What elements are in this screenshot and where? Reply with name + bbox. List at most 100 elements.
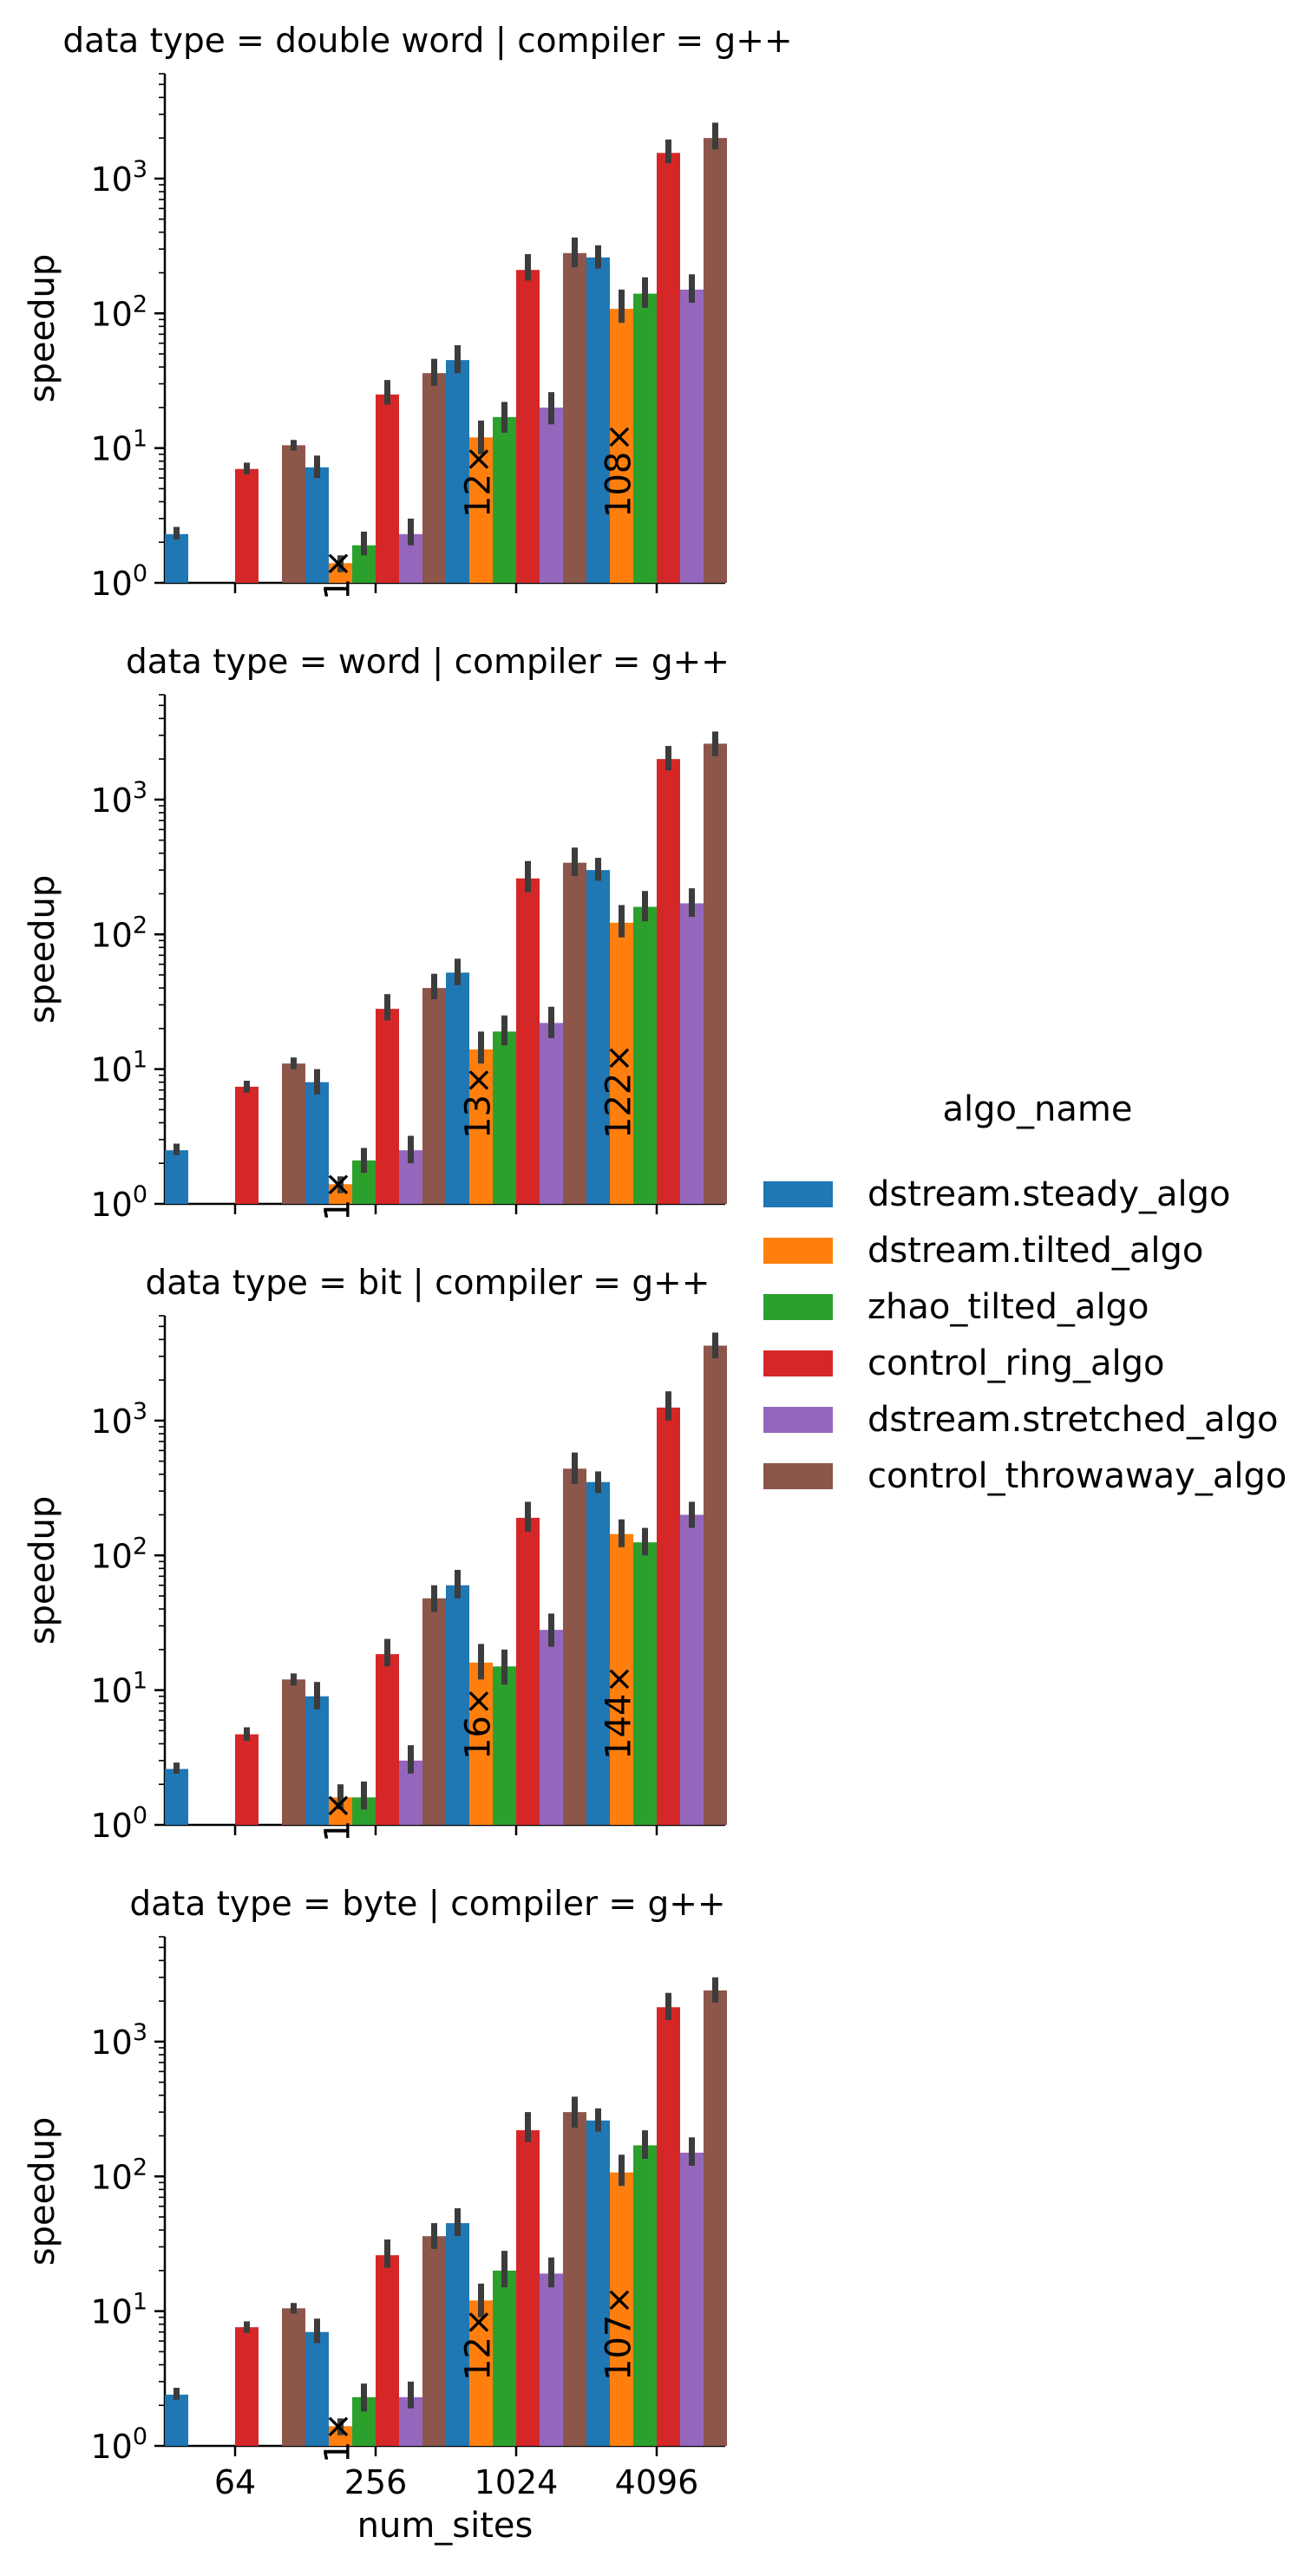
legend-title: algo_name	[943, 1089, 1133, 1129]
bar	[376, 2255, 399, 2446]
y-tick-label: 102	[90, 912, 147, 954]
bar	[469, 1049, 493, 1204]
bar	[422, 988, 446, 1204]
bar	[657, 1407, 680, 1825]
bar	[305, 1082, 329, 1204]
speedup-annotation: 107×	[599, 2285, 639, 2381]
bar	[657, 759, 680, 1204]
bar	[469, 437, 493, 583]
bar	[282, 445, 305, 583]
x-tick-label: 64	[214, 2463, 256, 2501]
bar	[422, 373, 446, 583]
y-tick-label: 101	[90, 1668, 147, 1710]
x-tick-label: 256	[344, 2463, 408, 2501]
bar	[422, 1598, 446, 1825]
bar	[586, 1481, 610, 1825]
bar	[563, 862, 586, 1204]
bar	[704, 1990, 727, 2446]
bar	[235, 1086, 259, 1204]
bar	[704, 1345, 727, 1825]
panel-title: data type = bit | compiler = g++	[146, 1264, 710, 1303]
y-tick-label: 100	[90, 560, 147, 603]
bar	[446, 360, 469, 583]
legend-swatch	[763, 1350, 833, 1376]
bar	[633, 906, 657, 1204]
bar	[704, 138, 727, 583]
y-tick-label: 100	[90, 1802, 147, 1845]
bar	[493, 2270, 516, 2446]
bar	[305, 2331, 329, 2446]
bar	[376, 1009, 399, 1204]
legend-label: dstream.stretched_algo	[868, 1400, 1279, 1440]
legend-swatch	[763, 1463, 833, 1489]
bar	[282, 1679, 305, 1825]
speedup-annotation: 122×	[599, 1043, 639, 1139]
bar	[235, 2327, 259, 2446]
legend: algo_name dstream.steady_algo dstream.til…	[763, 1089, 1287, 1496]
bar	[540, 1630, 563, 1825]
y-tick-label: 101	[90, 2289, 147, 2331]
bar	[680, 903, 704, 1204]
bar	[469, 1662, 493, 1825]
bar	[376, 1654, 399, 1825]
bar	[329, 563, 352, 583]
x-tick-label: 1024	[475, 2463, 559, 2501]
bar	[516, 2130, 540, 2446]
legend-swatch	[763, 1294, 833, 1320]
y-axis-label: speedup	[23, 875, 62, 1024]
bar	[680, 2152, 704, 2446]
legend-label: control_throwaway_algo	[868, 1456, 1287, 1496]
bar	[610, 2172, 633, 2446]
bar	[586, 870, 610, 1204]
bar	[516, 878, 540, 1204]
bar	[563, 1468, 586, 1825]
bar	[563, 2112, 586, 2446]
x-axis-label: num_sites	[357, 2506, 534, 2546]
bar	[563, 252, 586, 583]
facet-panels: data type = double word | compiler = g++…	[23, 22, 793, 2501]
bar	[165, 1150, 188, 1204]
bar	[235, 1734, 259, 1825]
bar	[165, 533, 188, 583]
legend-label: control_ring_algo	[868, 1344, 1164, 1383]
bar	[657, 153, 680, 583]
bar	[469, 2300, 493, 2446]
bar	[446, 1585, 469, 1825]
bar	[329, 2426, 352, 2446]
y-tick-label: 103	[90, 777, 147, 820]
speedup-annotation: 1×	[318, 2412, 358, 2463]
legend-swatch	[763, 1407, 833, 1433]
bar	[540, 2273, 563, 2446]
panel-title: data type = word | compiler = g++	[126, 643, 730, 682]
bar	[305, 1696, 329, 1825]
facet-panel: data type = byte | compiler = g++ speedup…	[23, 1885, 727, 2501]
legend-entries: dstream.steady_algo dstream.tilted_algozh…	[763, 1174, 1287, 1496]
legend-label: dstream.tilted_algo	[868, 1231, 1203, 1271]
facet-panel: data type = bit | compiler = g++ speedup 1…	[23, 1264, 727, 1845]
y-axis-label: speedup	[23, 1496, 62, 1645]
panel-title: data type = byte | compiler = g++	[129, 1885, 725, 1924]
x-tick-label: 4096	[615, 2463, 699, 2501]
bar	[165, 2394, 188, 2446]
bar	[422, 2236, 446, 2446]
bar	[329, 1184, 352, 1204]
bar	[493, 416, 516, 583]
speedup-annotation: 12×	[459, 445, 499, 518]
speedup-annotation: 108×	[599, 422, 639, 518]
bar	[165, 1769, 188, 1825]
bar	[610, 1533, 633, 1825]
bar	[282, 2308, 305, 2446]
speedup-annotation: 1×	[318, 1791, 358, 1842]
bar	[516, 270, 540, 583]
bar	[446, 2223, 469, 2446]
bar	[376, 394, 399, 583]
bar	[586, 2120, 610, 2446]
bar	[493, 1666, 516, 1825]
bar	[516, 1517, 540, 1825]
bar	[493, 1031, 516, 1204]
y-axis-label: speedup	[23, 254, 62, 403]
speedup-annotation: 1×	[318, 549, 358, 600]
legend-label: dstream.steady_algo	[868, 1174, 1230, 1214]
y-tick-label: 103	[90, 2019, 147, 2062]
y-tick-label: 101	[90, 1047, 147, 1089]
